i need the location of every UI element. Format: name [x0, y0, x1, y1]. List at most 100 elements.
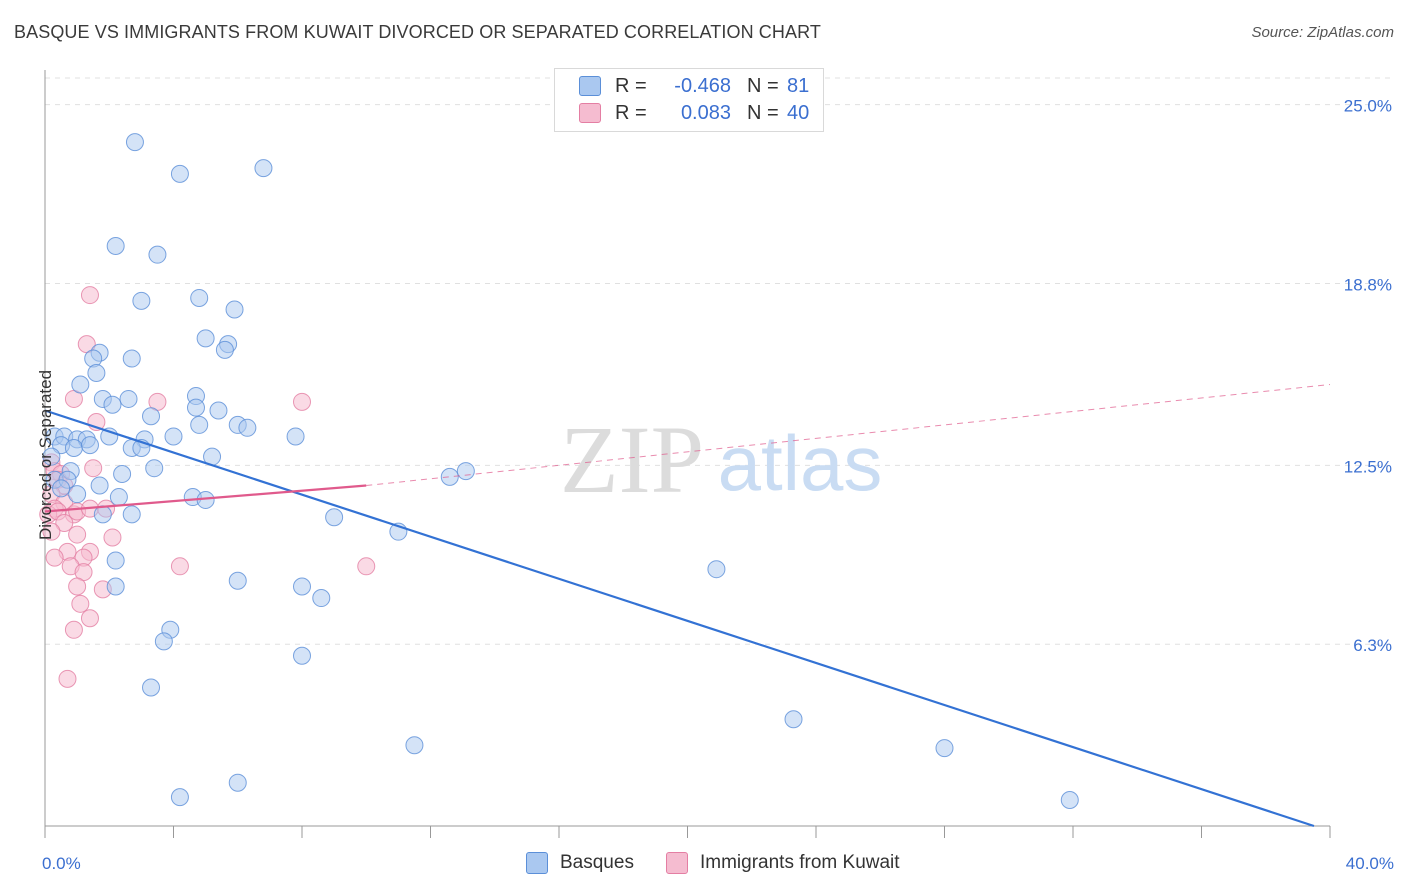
basques-point	[145, 459, 164, 478]
legend-label-kuwait: Immigrants from Kuwait	[700, 852, 900, 873]
basques-point	[87, 363, 106, 382]
basques-point	[142, 678, 161, 697]
trend-lines	[44, 384, 1331, 828]
basques-point	[142, 407, 161, 426]
kuwait-point	[58, 669, 77, 688]
kuwait-point	[80, 609, 99, 628]
kuwait-point	[42, 522, 61, 541]
basques-point	[312, 589, 331, 608]
basques-point	[238, 418, 257, 437]
basques-point	[132, 291, 151, 310]
basques-point	[440, 467, 459, 486]
kuwait-point	[64, 620, 83, 639]
legend-swatch-kuwait	[666, 852, 688, 874]
kuwait-point	[84, 459, 103, 478]
axes-layer	[44, 70, 1331, 838]
y-axis-label: Divorced or Separated	[36, 369, 55, 541]
basques-point	[80, 436, 99, 455]
legend-item-kuwait[interactable]: Immigrants from Kuwait	[666, 852, 900, 874]
kuwait-point	[68, 525, 87, 544]
basques-point	[106, 237, 125, 256]
basques-point	[113, 464, 132, 483]
basques-point	[228, 773, 247, 792]
basques-point	[1060, 791, 1079, 810]
basques-point	[935, 739, 954, 758]
source-label: Source: ZipAtlas.com	[1251, 24, 1394, 41]
kuwait-trend-line	[44, 484, 367, 513]
kuwait-point	[68, 577, 87, 596]
basques-point	[93, 505, 112, 524]
basques-point	[164, 427, 183, 446]
basques-point	[209, 401, 228, 420]
legend-swatch-kuwait	[579, 103, 601, 123]
kuwait-point	[170, 557, 189, 576]
basques-point	[90, 476, 109, 495]
kuwait-trend-extension	[366, 384, 1331, 487]
basques-point	[784, 710, 803, 729]
basques-point	[405, 736, 424, 755]
legend-r-value: 0.083	[680, 101, 731, 124]
basques-point	[52, 479, 71, 498]
kuwait-point	[80, 286, 99, 305]
basques-trend-line	[44, 409, 1315, 828]
basques-point	[196, 329, 215, 348]
legend-r-label: R =	[615, 101, 647, 124]
basques-point	[707, 560, 726, 579]
basques-point	[228, 571, 247, 590]
series-legend: Basques Immigrants from Kuwait	[0, 852, 1406, 878]
kuwait-point	[45, 548, 64, 567]
basques-point	[71, 375, 90, 394]
tick-labels: 6.3% 12.5% 18.8% 25.0% 0.0% 40.0%	[42, 97, 1394, 873]
legend-r-label: R =	[615, 74, 647, 97]
watermark: ZIP atlas	[560, 406, 882, 513]
basques-point	[68, 485, 87, 504]
basques-point	[64, 439, 83, 457]
basques-point	[154, 632, 173, 651]
legend-row-basques: R = -0.468 N = 81	[579, 73, 817, 99]
basques-point	[42, 447, 61, 466]
legend-label-basques: Basques	[560, 852, 634, 873]
basques-point	[106, 577, 125, 596]
watermark-zip: ZIP	[560, 406, 704, 513]
kuwait-point	[293, 392, 311, 411]
y-tick-label: 6.3%	[1353, 636, 1392, 655]
basques-point	[170, 788, 189, 807]
y-tick-label: 25.0%	[1344, 97, 1392, 116]
basques-point	[106, 551, 125, 570]
basques-point	[122, 349, 141, 368]
kuwait-point	[71, 594, 90, 613]
watermark-atlas: atlas	[718, 419, 883, 507]
legend-n-label: N =	[747, 101, 779, 124]
kuwait-point	[103, 528, 122, 547]
legend-swatch-basques	[579, 76, 601, 96]
grid-layer	[45, 77, 1394, 645]
legend-item-basques[interactable]: Basques	[526, 852, 634, 874]
basques-point	[122, 505, 141, 524]
basques-point	[190, 288, 209, 307]
legend-row-kuwait: R = 0.083 N = 40	[579, 100, 817, 126]
basques-point	[148, 245, 167, 264]
basques-point	[254, 159, 273, 178]
basques-point	[215, 340, 234, 359]
x-tick-label: 40.0%	[1346, 854, 1394, 873]
chart-title: BASQUE VS IMMIGRANTS FROM KUWAIT DIVORCE…	[14, 22, 821, 42]
y-tick-label: 18.8%	[1344, 276, 1392, 295]
kuwait-point	[55, 514, 74, 533]
basques-point	[456, 462, 475, 481]
legend-n-value: 40	[787, 101, 810, 124]
basques-point	[119, 389, 138, 408]
basques-point	[103, 395, 122, 414]
legend-n-value: 81	[787, 74, 810, 97]
y-tick-label: 12.5%	[1344, 457, 1392, 476]
correlation-legend: R = -0.468 N = 81 R = 0.083 N = 40	[554, 68, 824, 132]
legend-r-value: -0.468	[674, 74, 731, 97]
basques-point	[109, 488, 128, 507]
legend-n-label: N =	[747, 74, 779, 97]
x-tick-label: 0.0%	[42, 854, 81, 873]
basques-point	[293, 646, 311, 665]
basques-point	[186, 398, 205, 417]
basques-point	[325, 508, 344, 527]
legend-swatch-basques	[526, 852, 548, 874]
basques-point	[293, 577, 311, 596]
